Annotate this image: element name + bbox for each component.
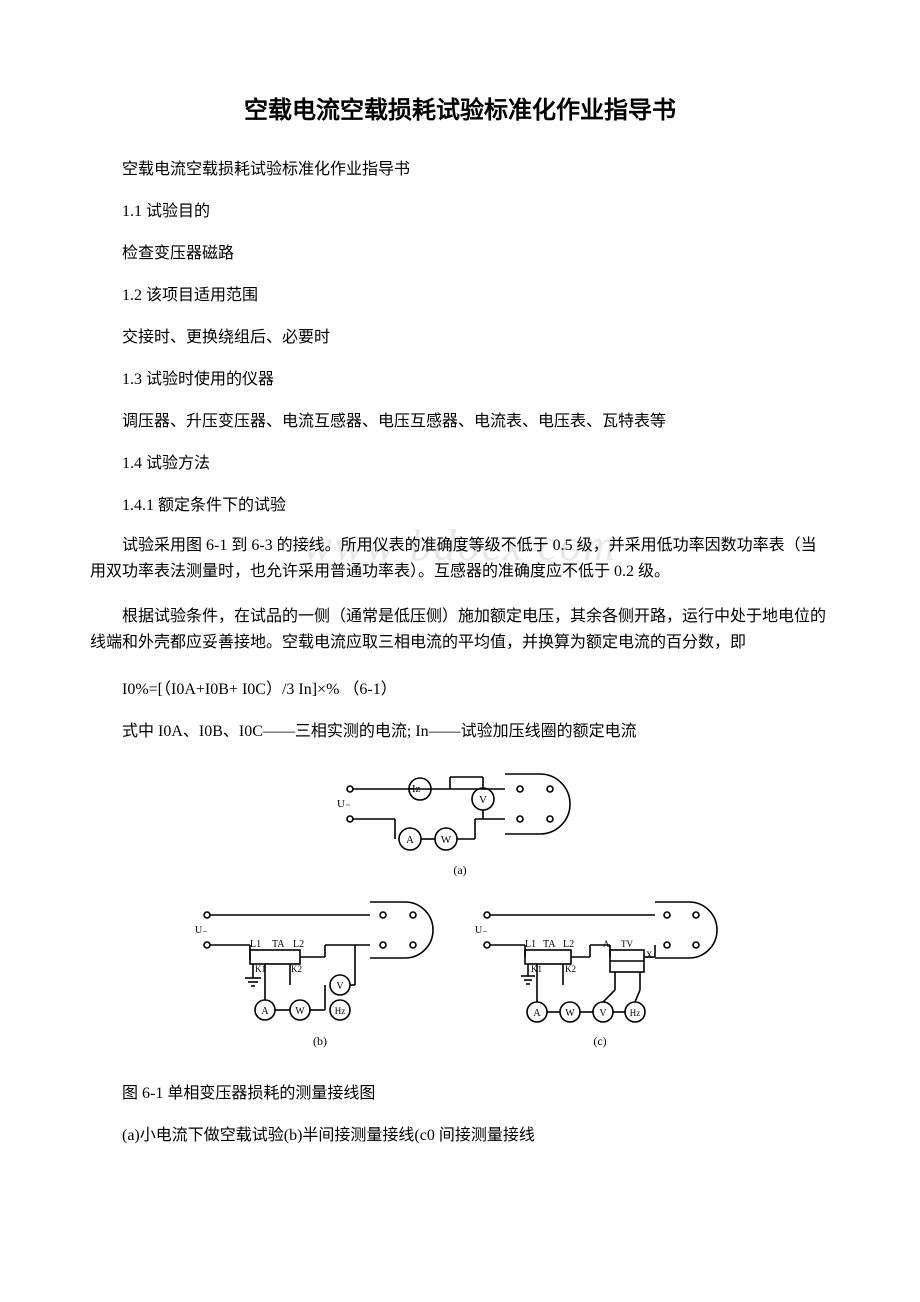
svg-text:(c): (c) <box>593 1034 606 1048</box>
circuit-diagram-a: U₋ Hz V A W (a) <box>335 759 585 884</box>
section-1-1-body: 检查变压器磁路 <box>90 239 830 263</box>
svg-text:K2: K2 <box>291 964 302 974</box>
circuit-diagram-b: U₋ L1 TA L2 K1 K2 A W V Hz (b) <box>195 890 445 1055</box>
figure-row-top: U₋ Hz V A W (a) <box>335 759 585 884</box>
formula-6-1: I0%=[（I0A+I0B+ I0C）/3 In]×% （6-1） <box>90 675 830 699</box>
svg-text:(a): (a) <box>453 863 466 877</box>
svg-text:A: A <box>406 834 414 846</box>
paragraph-1: 试验采用图 6-1 到 6-3 的接线。所用仪表的准确度等级不低于 0.5 级，… <box>90 533 830 586</box>
paragraph-2: 根据试验条件，在试品的一侧（通常是低压侧）施加额定电压，其余各侧开路，运行中处于… <box>90 604 830 657</box>
svg-text:K1: K1 <box>531 964 542 974</box>
svg-text:V: V <box>336 981 344 992</box>
svg-text:A: A <box>533 1008 541 1019</box>
doc-title: 空载电流空载损耗试验标准化作业指导书 <box>90 90 830 125</box>
svg-text:W: W <box>441 834 452 846</box>
svg-text:V: V <box>599 1008 607 1019</box>
formula-explanation: 式中 I0A、I0B、I0C——三相实测的电流; In——试验加压线圈的额定电流 <box>90 717 830 741</box>
svg-text:V: V <box>479 794 487 806</box>
circuit-diagram-c: U₋ L1 TA L2 K1 K2 A TV X A W V Hz (c) <box>475 890 725 1055</box>
doc-subtitle: 空载电流空载损耗试验标准化作业指导书 <box>90 155 830 179</box>
section-1-4-1-heading: 1.4.1 额定条件下的试验 <box>90 491 830 515</box>
svg-text:A: A <box>603 939 610 949</box>
section-1-2-body: 交接时、更换绕组后、必要时 <box>90 323 830 347</box>
svg-text:A: A <box>261 1006 269 1017</box>
svg-text:Hz: Hz <box>408 783 421 795</box>
svg-text:W: W <box>295 1006 305 1017</box>
section-1-3-heading: 1.3 试验时使用的仪器 <box>90 365 830 389</box>
svg-text:Hz: Hz <box>630 1008 641 1018</box>
svg-text:U₋: U₋ <box>475 925 488 936</box>
svg-text:Hz: Hz <box>335 1006 346 1016</box>
svg-text:TA: TA <box>272 939 285 950</box>
section-1-2-heading: 1.2 该项目适用范围 <box>90 281 830 305</box>
svg-text:L2: L2 <box>293 939 304 950</box>
svg-text:W: W <box>565 1008 575 1019</box>
figure-row-bottom: U₋ L1 TA L2 K1 K2 A W V Hz (b) <box>195 890 725 1055</box>
label-u: U₋ <box>337 798 351 810</box>
svg-text:TA: TA <box>543 939 556 950</box>
svg-text:L2: L2 <box>563 939 574 950</box>
figure-6-1-subcaption: (a)小电流下做空载试验(b)半间接测量接线(c0 间接测量接线 <box>90 1121 830 1145</box>
svg-text:L1: L1 <box>525 939 536 950</box>
svg-text:(b): (b) <box>313 1034 327 1048</box>
svg-text:X: X <box>646 950 653 960</box>
svg-text:TV: TV <box>621 939 633 949</box>
svg-text:U₋: U₋ <box>195 925 208 936</box>
figure-6-1-caption: 图 6-1 单相变压器损耗的测量接线图 <box>90 1079 830 1103</box>
figure-6-1-group: U₋ Hz V A W (a) <box>90 759 830 1061</box>
section-1-1-heading: 1.1 试验目的 <box>90 197 830 221</box>
section-1-4-heading: 1.4 试验方法 <box>90 449 830 473</box>
svg-text:L1: L1 <box>250 939 261 950</box>
section-1-3-body: 调压器、升压变压器、电流互感器、电压互感器、电流表、电压表、瓦特表等 <box>90 407 830 431</box>
svg-text:K2: K2 <box>565 964 576 974</box>
svg-text:K1: K1 <box>255 964 266 974</box>
